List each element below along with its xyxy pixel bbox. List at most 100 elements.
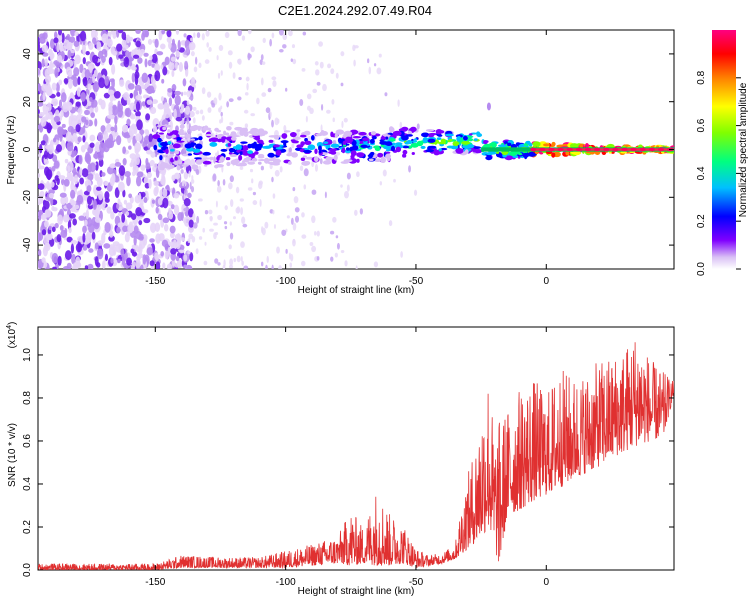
- spectrogram-cell: [425, 128, 434, 132]
- spectrogram-cell: [239, 198, 244, 202]
- spectrogram-cell: [377, 152, 384, 158]
- spectrogram-cell: [175, 50, 180, 58]
- spectrogram-cell: [224, 132, 230, 136]
- spectrogram-cell: [174, 233, 182, 241]
- spectrogram-cell: [557, 147, 564, 152]
- spectrogram-cell: [242, 145, 248, 150]
- spectrogram-cell: [67, 125, 74, 133]
- spectrogram-cell: [79, 30, 87, 42]
- spectrogram-cell: [238, 154, 243, 161]
- spectrogram-cell: [196, 215, 200, 224]
- spectrogram-cell: [101, 33, 109, 44]
- spectrogram-cell: [340, 184, 343, 188]
- spectrogram-cell: [259, 198, 262, 207]
- spectrogram-cell: [181, 164, 189, 167]
- spectrogram-cell: [280, 140, 289, 144]
- spectrogram-cell: [401, 126, 409, 131]
- spectrogram-cell: [275, 149, 282, 156]
- spectrogram-cell: [129, 102, 136, 111]
- spectrogram-cell: [154, 63, 161, 72]
- spectrogram-cell: [162, 126, 167, 131]
- spectrogram-cell: [46, 124, 53, 131]
- spectrogram-cell: [307, 144, 316, 151]
- spectrogram-cell: [176, 165, 181, 171]
- spectrogram-cell: [108, 110, 113, 116]
- spectrogram-cell: [121, 256, 126, 266]
- spectrogram-cell: [289, 262, 293, 268]
- spectrogram-cell: [291, 143, 295, 149]
- spectrogram-cell: [204, 133, 214, 137]
- spectrogram-cell: [217, 214, 223, 221]
- spectrogram-cell: [92, 81, 100, 92]
- spectrogram-cell: [84, 265, 89, 269]
- spectrogram-cell: [122, 124, 129, 133]
- spectrogram-cell: [268, 139, 274, 143]
- spectrogram-cell: [228, 151, 233, 155]
- spectrogram-cell: [359, 138, 363, 141]
- spectrogram-cell: [93, 69, 98, 78]
- spectrogram-cell: [87, 83, 92, 91]
- spectrogram-cell: [209, 142, 218, 147]
- spectrogram-cell: [53, 160, 60, 169]
- spectrogram-cell: [237, 96, 242, 101]
- spectrogram-cell: [380, 156, 385, 160]
- spectrogram-cell: [68, 227, 72, 234]
- spectrogram-cell: [107, 114, 114, 119]
- spectrogram-cell: [266, 255, 269, 263]
- spectrogram-cell: [278, 30, 284, 36]
- snr-ylabel: SNR (10 * v/v): [7, 423, 18, 487]
- spectrogram-cell: [252, 200, 258, 206]
- spectrogram-cell: [566, 147, 573, 152]
- spectrogram-cell: [226, 161, 231, 167]
- spectrogram-cell: [170, 248, 177, 255]
- spectrogram-cell: [490, 141, 497, 148]
- spectrogram-cell: [350, 150, 357, 157]
- spectrogram-cell: [263, 157, 270, 164]
- spectrogram-cell: [214, 231, 219, 236]
- spectrogram-cell: [281, 229, 287, 236]
- spectrogram-cell: [299, 165, 304, 172]
- spectrogram-cell: [551, 152, 556, 158]
- spectrogram-cell: [70, 189, 76, 199]
- spectrogram-cell: [40, 140, 46, 146]
- spectrogram-cell: [316, 81, 321, 86]
- spectrogram-cell: [188, 170, 191, 178]
- spectrogram-cell: [135, 156, 141, 166]
- spectrogram-cell: [63, 77, 69, 84]
- spectrogram-cell: [122, 158, 127, 166]
- spectrogram-cell: [639, 147, 646, 152]
- spectrogram-cell: [155, 186, 159, 194]
- spectrogram-cell: [74, 56, 81, 64]
- spectrogram-cell: [198, 136, 203, 141]
- spectrogram-cell: [186, 100, 190, 106]
- spectrogram-cell: [94, 30, 98, 37]
- spectrogram-cell: [286, 215, 290, 219]
- spectrogram-cell: [57, 255, 62, 266]
- spectrogram-cell: [120, 248, 125, 258]
- spectrogram-cell: [164, 250, 169, 260]
- spectrogram-cell: [130, 213, 137, 220]
- spectrogram-cell: [290, 217, 294, 225]
- spectrogram-cell: [83, 190, 90, 196]
- spectrogram-cell: [60, 229, 68, 238]
- spectrogram-cell: [202, 160, 212, 165]
- spectrogram-cell: [412, 140, 418, 143]
- spectrogram-cell: [188, 208, 194, 218]
- spectrogram-cell: [330, 143, 340, 148]
- spectrogram-cell: [485, 155, 493, 161]
- spectrogram-cell: [380, 136, 386, 140]
- spectrogram-cell: [251, 132, 261, 136]
- spectrogram-cell: [110, 257, 114, 264]
- spectrogram-cell: [272, 209, 275, 215]
- spectrogram-cell: [94, 118, 98, 127]
- spectrogram-cell: [249, 168, 254, 173]
- spectrogram-cell: [273, 134, 280, 140]
- spectrogram-cell: [183, 254, 188, 262]
- spectrogram-cell: [72, 73, 77, 79]
- spectrogram-cell: [159, 164, 165, 171]
- spectrogram-cell: [287, 161, 292, 165]
- spectrogram-cell: [222, 179, 226, 186]
- spectrogram-cell: [107, 89, 115, 96]
- spectrogram-cell: [117, 181, 125, 192]
- spectrogram-cell: [584, 147, 591, 152]
